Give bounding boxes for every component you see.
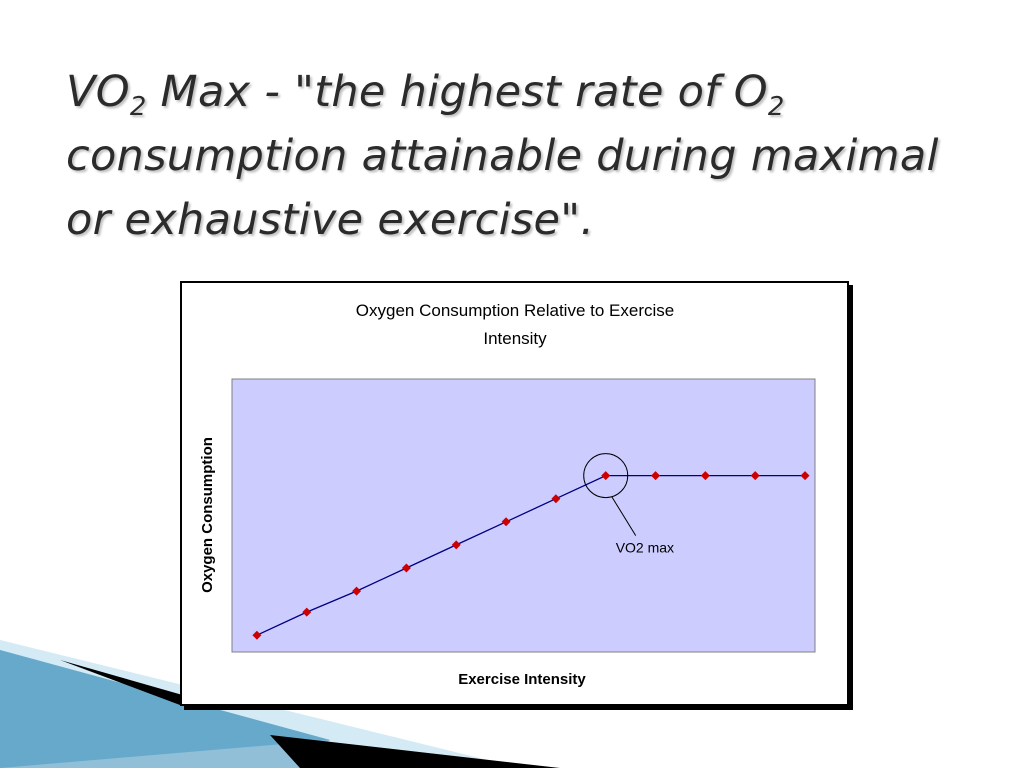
- data-point-marker: [700, 471, 710, 481]
- title-part-3: consumption attainable during maximal or…: [66, 131, 939, 245]
- data-point-marker: [352, 586, 362, 596]
- deco-black-stripe: [60, 660, 200, 705]
- data-point-marker: [551, 494, 561, 504]
- data-point-marker: [750, 471, 760, 481]
- deco-black-stripe-2: [270, 735, 560, 768]
- data-point-marker: [302, 607, 312, 617]
- data-point-marker: [601, 471, 611, 481]
- title-subscript-1: 2: [129, 92, 147, 123]
- vo2-max-annotation: VO2 max: [616, 540, 674, 556]
- x-axis-label: Exercise Intensity: [458, 671, 586, 688]
- slide-title: VO2 Max - "the highest rate of O2 consum…: [66, 60, 966, 252]
- data-point-marker: [252, 630, 262, 640]
- plot-area: [231, 378, 816, 653]
- y-axis-label: Oxygen Consumption: [199, 437, 216, 593]
- chart-title-line-2: Intensity: [483, 329, 547, 348]
- data-point-marker: [651, 471, 661, 481]
- chart-svg: Oxygen Consumption Relative to Exercise …: [199, 301, 816, 688]
- vo2-max-highlight-circle: [583, 453, 629, 499]
- title-subscript-2: 2: [767, 92, 785, 123]
- data-point-marker: [800, 471, 810, 481]
- series-line: [256, 474, 805, 636]
- data-point-marker: [501, 517, 511, 527]
- title-part-2: Max - "the highest rate of O: [146, 67, 768, 117]
- annotation-leader-line: [611, 496, 637, 536]
- data-point-marker: [451, 540, 461, 550]
- chart-frame: Oxygen Consumption Relative to Exercise …: [180, 281, 849, 706]
- data-point-marker: [401, 563, 411, 573]
- chart-title-line-1: Oxygen Consumption Relative to Exercise: [356, 301, 674, 320]
- title-part-1: VO: [66, 67, 130, 117]
- series-group: VO2 max: [252, 453, 810, 640]
